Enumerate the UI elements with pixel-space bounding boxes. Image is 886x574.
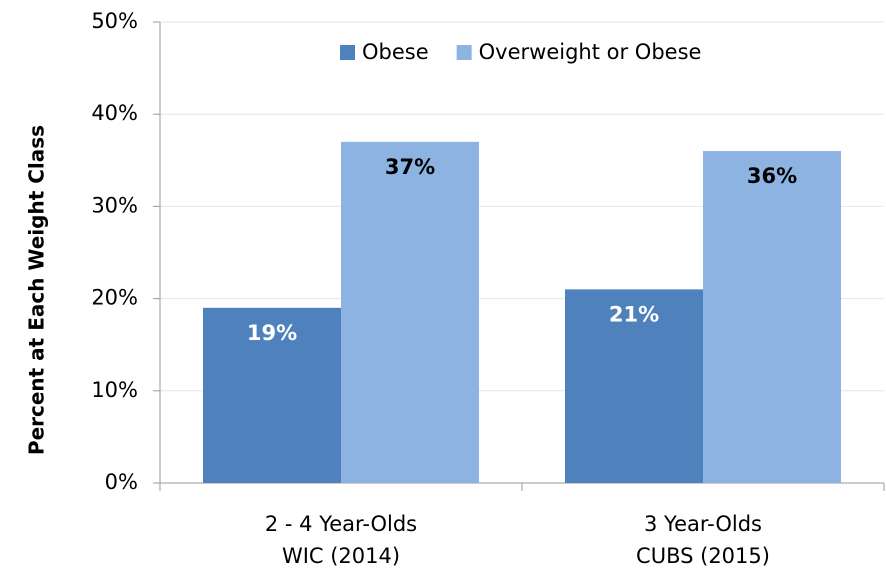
bar (341, 141, 479, 484)
bar (565, 289, 703, 483)
value-label: 37% (385, 155, 435, 179)
bar (703, 151, 841, 483)
y-tick-label: 40% (91, 101, 138, 125)
y-tick-label: 30% (91, 193, 138, 217)
value-label: 21% (609, 302, 659, 326)
x-tick-label: 3 Year-Olds (644, 512, 762, 536)
x-tick-label: CUBS (2015) (636, 544, 770, 568)
legend-swatch (456, 45, 472, 60)
bar (203, 307, 341, 483)
legend-label: Obese (362, 40, 429, 64)
value-label: 19% (247, 321, 297, 345)
y-tick-label: 0% (105, 470, 138, 494)
legend-swatch (340, 45, 355, 60)
x-tick-label: WIC (2014) (282, 544, 400, 568)
y-axis-label: Percent at Each Weight Class (25, 125, 49, 455)
x-tick-label: 2 - 4 Year-Olds (265, 512, 417, 536)
y-tick-label: 10% (91, 378, 138, 402)
y-tick-label: 50% (91, 9, 138, 33)
y-tick-label: 20% (91, 286, 138, 310)
value-label: 36% (747, 164, 797, 188)
legend-label: Overweight or Obese (479, 40, 702, 64)
